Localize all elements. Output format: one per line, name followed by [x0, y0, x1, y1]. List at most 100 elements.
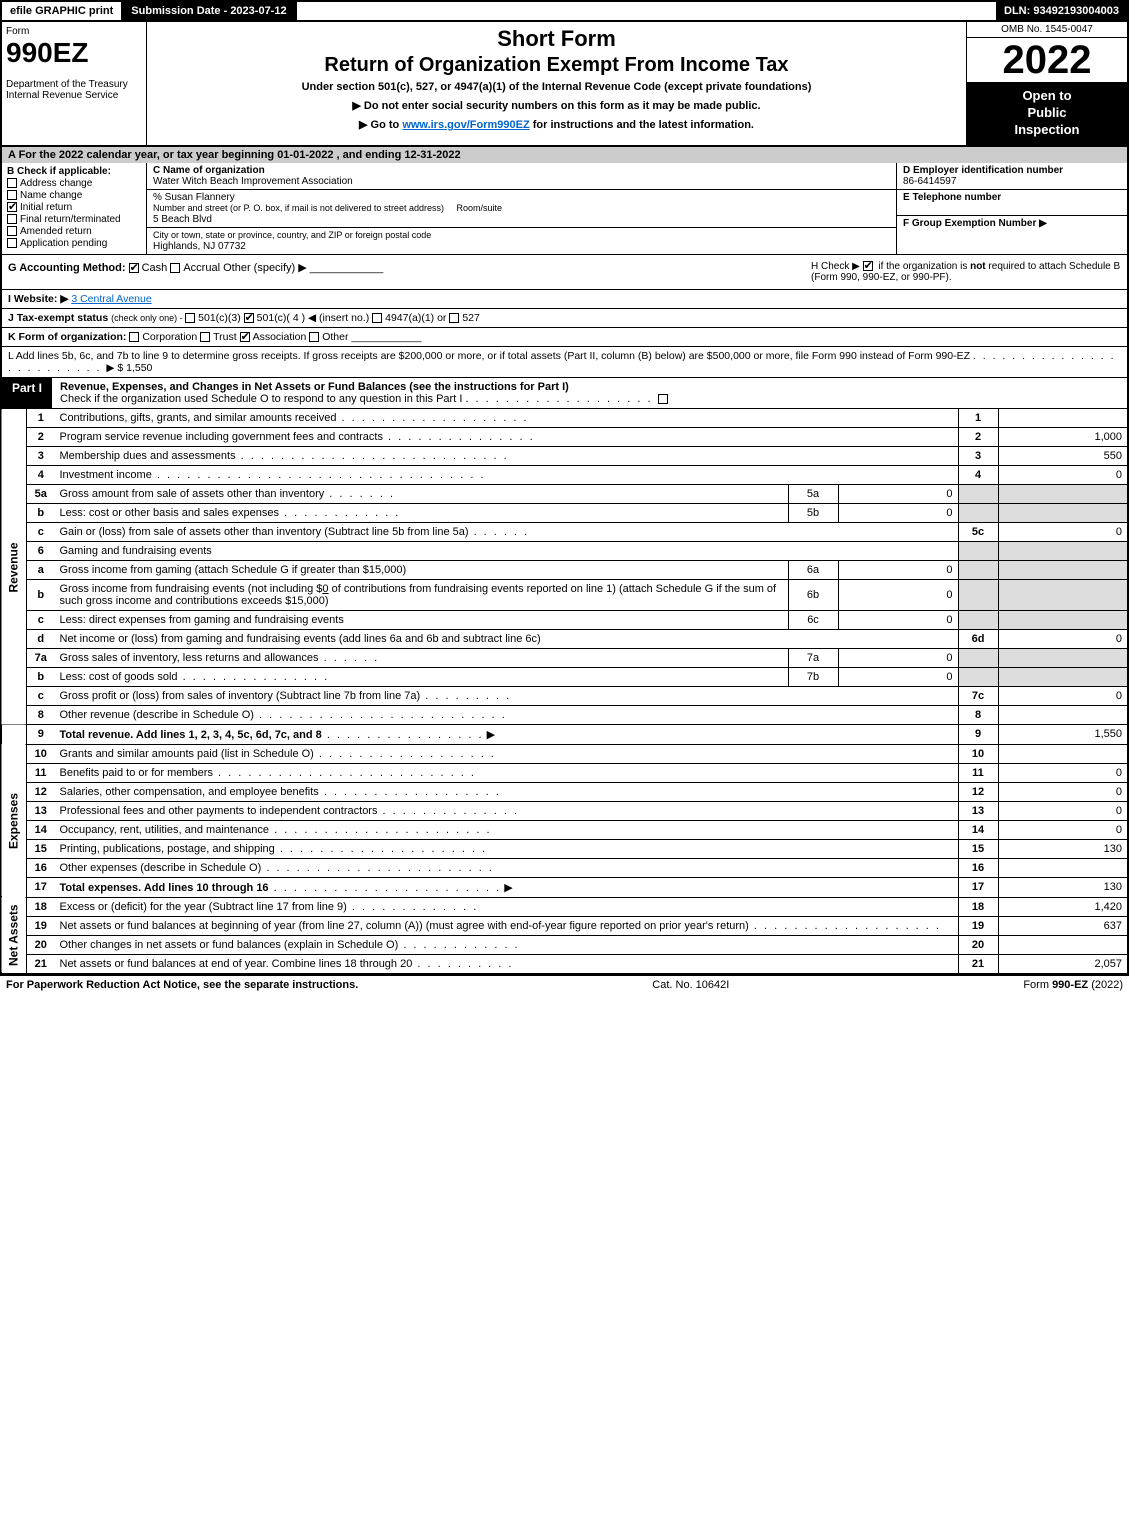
l15-desc: Printing, publications, postage, and shi… — [60, 843, 275, 855]
h-t1: H Check ▶ — [811, 261, 863, 272]
city: Highlands, NJ 07732 — [153, 241, 246, 252]
j-501c-check[interactable] — [244, 313, 254, 323]
l21-val: 2,057 — [998, 954, 1128, 973]
g-cash-check[interactable] — [129, 263, 139, 273]
l14-val: 0 — [998, 820, 1128, 839]
b-opt-amended[interactable]: Amended return — [20, 226, 92, 237]
part-1-title: Revenue, Expenses, and Changes in Net As… — [52, 378, 1127, 408]
part-1-header: Part I Revenue, Expenses, and Changes in… — [0, 378, 1129, 409]
l16-desc: Other expenses (describe in Schedule O) — [60, 862, 262, 874]
l5c-desc: Gain or (loss) from sale of assets other… — [60, 526, 469, 538]
under-section: Under section 501(c), 527, or 4947(a)(1)… — [155, 81, 958, 93]
l2-val: 1,000 — [998, 427, 1128, 446]
section-b: B Check if applicable: Address change Na… — [2, 163, 147, 254]
tax-year: 2022 — [967, 38, 1127, 82]
b-opt-name[interactable]: Name change — [20, 190, 82, 201]
h-check[interactable] — [863, 261, 873, 271]
l4-val: 0 — [998, 465, 1128, 484]
j-501c: 501(c)( 4 ) ◀ (insert no.) — [257, 312, 370, 324]
b-label: B Check if applicable: — [7, 166, 111, 177]
j-527: 527 — [462, 312, 480, 324]
l5b-sub: 5b — [788, 503, 838, 522]
l6b-sub: 6b — [788, 579, 838, 610]
k-label: K Form of organization: — [8, 331, 126, 343]
top-bar: efile GRAPHIC print Submission Date - 20… — [0, 0, 1129, 22]
l1-desc: Contributions, gifts, grants, and simila… — [60, 412, 337, 424]
k-trust-check[interactable] — [200, 332, 210, 342]
l12-val: 0 — [998, 782, 1128, 801]
note-goto: ▶ Go to www.irs.gov/Form990EZ for instru… — [155, 118, 958, 131]
section-l: L Add lines 5b, 6c, and 7b to line 9 to … — [0, 347, 1129, 378]
h-t4: (Form 990, 990-EZ, or 990-PF). — [811, 272, 952, 283]
c-name-label: C Name of organization — [153, 165, 265, 176]
i-label: I Website: ▶ — [8, 293, 68, 305]
row-g-h: G Accounting Method: Cash Accrual Other … — [0, 255, 1129, 290]
l3-val: 550 — [998, 446, 1128, 465]
k-other-check[interactable] — [309, 332, 319, 342]
l6a-desc: Gross income from gaming (attach Schedul… — [60, 564, 407, 576]
submission-date: Submission Date - 2023-07-12 — [123, 2, 296, 20]
l19-desc: Net assets or fund balances at beginning… — [60, 920, 749, 932]
g-accrual-check[interactable] — [170, 263, 180, 273]
dept-line-2: Internal Revenue Service — [6, 90, 142, 101]
part-1-check[interactable] — [658, 394, 668, 404]
revenue-sidebar: Revenue — [1, 409, 27, 725]
l6-desc: Gaming and fundraising events — [55, 541, 959, 560]
ein: 86-6414597 — [903, 176, 956, 187]
l13-desc: Professional fees and other payments to … — [60, 805, 378, 817]
l6a-subval: 0 — [838, 560, 958, 579]
section-k: K Form of organization: Corporation Trus… — [0, 328, 1129, 347]
l17-val: 130 — [998, 877, 1128, 897]
e-label: E Telephone number — [903, 192, 1001, 203]
city-label: City or town, state or province, country… — [153, 230, 431, 240]
l1-val — [998, 409, 1128, 428]
header-right: OMB No. 1545-0047 2022 Open to Public In… — [967, 22, 1127, 145]
room-label: Room/suite — [456, 203, 502, 213]
b-opt-final[interactable]: Final return/terminated — [20, 214, 121, 225]
l5b-desc: Less: cost or other basis and sales expe… — [60, 507, 280, 519]
form-number: 990EZ — [6, 37, 142, 69]
open-2: Public — [1027, 105, 1066, 120]
b-opt-initial[interactable]: Initial return — [20, 202, 72, 213]
l7b-subval: 0 — [838, 667, 958, 686]
l4-desc: Investment income — [60, 469, 152, 481]
l12-desc: Salaries, other compensation, and employ… — [60, 786, 319, 798]
k-corp-check[interactable] — [129, 332, 139, 342]
l16-val — [998, 858, 1128, 877]
website-link[interactable]: 3 Central Avenue — [71, 293, 151, 305]
l8-val — [998, 705, 1128, 724]
l6c-subval: 0 — [838, 610, 958, 629]
j-501c3-check[interactable] — [185, 313, 195, 323]
l6c-sub: 6c — [788, 610, 838, 629]
j-4947-check[interactable] — [372, 313, 382, 323]
k-assoc-check[interactable] — [240, 332, 250, 342]
b-opt-pending[interactable]: Application pending — [20, 238, 107, 249]
page-footer: For Paperwork Reduction Act Notice, see … — [0, 974, 1129, 994]
l5a-desc: Gross amount from sale of assets other t… — [60, 488, 325, 500]
org-name: Water Witch Beach Improvement Associatio… — [153, 176, 353, 187]
efile-link[interactable]: efile GRAPHIC print — [2, 2, 123, 20]
header-left: Form 990EZ Department of the Treasury In… — [2, 22, 147, 145]
note-goto-pre: ▶ Go to — [359, 119, 402, 131]
section-j: J Tax-exempt status (check only one) - 5… — [0, 309, 1129, 328]
irs-link[interactable]: www.irs.gov/Form990EZ — [402, 119, 529, 131]
l10-desc: Grants and similar amounts paid (list in… — [60, 748, 314, 760]
b-opt-address[interactable]: Address change — [20, 178, 92, 189]
l6d-desc: Net income or (loss) from gaming and fun… — [55, 629, 959, 648]
l19-val: 637 — [998, 916, 1128, 935]
j-527-check[interactable] — [449, 313, 459, 323]
netassets-sidebar: Net Assets — [1, 897, 27, 973]
k-trust: Trust — [213, 331, 237, 343]
omb-number: OMB No. 1545-0047 — [967, 22, 1127, 38]
note-ssn: ▶ Do not enter social security numbers o… — [155, 99, 958, 112]
l3-desc: Membership dues and assessments — [60, 450, 236, 462]
l2-desc: Program service revenue including govern… — [60, 431, 383, 443]
d-label: D Employer identification number — [903, 165, 1063, 176]
l7b-desc: Less: cost of goods sold — [60, 671, 178, 683]
l9-val: 1,550 — [998, 724, 1128, 744]
j-501c3: 501(c)(3) — [198, 312, 241, 324]
section-a: A For the 2022 calendar year, or tax yea… — [0, 147, 1129, 163]
part-1-tab: Part I — [2, 378, 52, 408]
l10-val — [998, 744, 1128, 763]
section-c: C Name of organization Water Witch Beach… — [147, 163, 897, 254]
